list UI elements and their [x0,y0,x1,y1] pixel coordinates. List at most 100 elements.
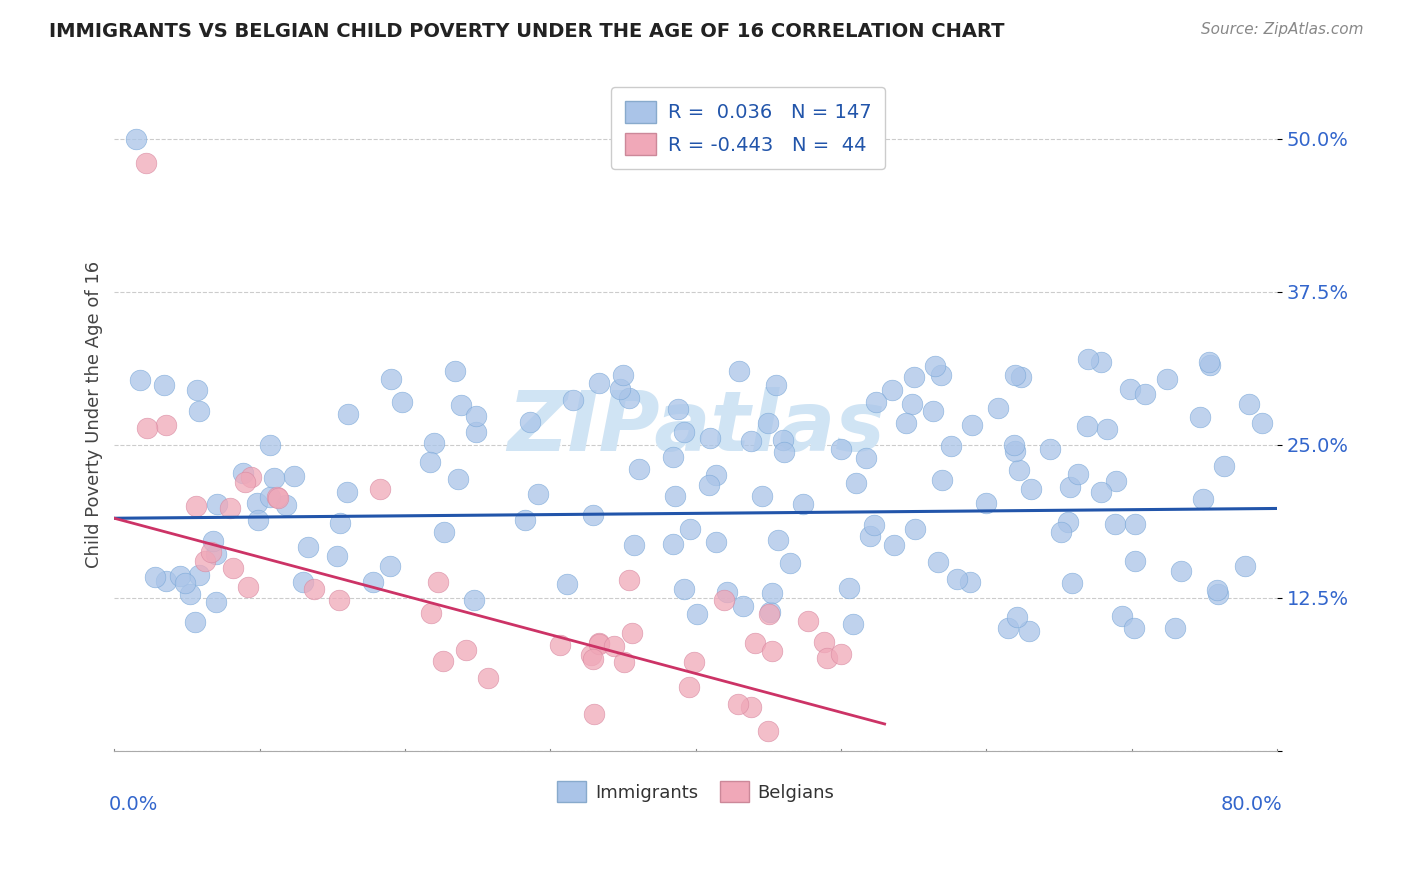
Text: IMMIGRANTS VS BELGIAN CHILD POVERTY UNDER THE AGE OF 16 CORRELATION CHART: IMMIGRANTS VS BELGIAN CHILD POVERTY UNDE… [49,22,1005,41]
Point [815,651,838,665]
Point [1156,372,1178,386]
Point [761,586,783,600]
Point [678,680,700,694]
Point [1004,368,1026,383]
Point [464,409,486,423]
Point [1010,370,1032,384]
Point [628,462,651,476]
Point [432,654,454,668]
Point [143,570,166,584]
Point [562,392,585,407]
Point [233,475,256,489]
Point [976,496,998,510]
Point [548,638,571,652]
Point [1233,559,1256,574]
Point [236,580,259,594]
Point [619,392,641,406]
Point [419,454,441,468]
Point [603,639,626,653]
Point [555,577,578,591]
Point [173,575,195,590]
Point [959,575,981,590]
Point [613,655,636,669]
Point [1213,459,1236,474]
Point [679,522,702,536]
Point [283,468,305,483]
Point [772,433,794,447]
Point [125,131,148,145]
Point [686,607,709,621]
Point [929,368,952,383]
Point [450,398,472,412]
Point [683,655,706,669]
Point [336,484,359,499]
Point [779,556,801,570]
Point [136,421,159,435]
Point [1251,417,1274,431]
Point [155,418,177,433]
Point [477,672,499,686]
Point [246,496,269,510]
Point [946,572,969,586]
Point [1123,554,1146,568]
Point [927,555,949,569]
Point [188,404,211,418]
Point [447,472,470,486]
Point [426,575,449,590]
Point [797,614,820,628]
Point [202,534,225,549]
Point [581,648,603,663]
Point [620,625,643,640]
Point [1090,485,1112,500]
Point [740,700,762,714]
Point [894,416,917,430]
Y-axis label: Child Poverty Under the Age of 16: Child Poverty Under the Age of 16 [86,260,103,567]
Point [1198,354,1220,368]
Point [588,376,610,391]
Point [1077,352,1099,367]
Point [219,500,242,515]
Point [1059,480,1081,494]
Point [155,574,177,588]
Point [337,407,360,421]
Point [1007,610,1029,624]
Point [697,477,720,491]
Point [186,383,208,397]
Point [903,522,925,536]
Point [713,593,735,607]
Point [1206,587,1229,601]
Point [423,436,446,450]
Point [200,544,222,558]
Point [292,575,315,590]
Point [862,518,884,533]
Point [612,368,634,382]
Point [153,377,176,392]
Point [882,383,904,397]
Point [1123,621,1146,635]
Text: 80.0%: 80.0% [1220,795,1282,814]
Point [1199,358,1222,372]
Point [756,724,779,739]
Point [903,370,925,384]
Point [302,582,325,597]
Point [744,636,766,650]
Point [1066,467,1088,481]
Point [361,574,384,589]
Point [865,395,887,409]
Point [169,569,191,583]
Text: Source: ZipAtlas.com: Source: ZipAtlas.com [1201,22,1364,37]
Point [1019,482,1042,496]
Point [582,652,605,666]
Point [1135,387,1157,401]
Point [232,466,254,480]
Point [845,475,868,490]
Point [184,500,207,514]
Point [263,471,285,485]
Point [1002,438,1025,452]
Point [380,372,402,386]
Point [773,444,796,458]
Point [842,617,865,632]
Point [941,439,963,453]
Point [960,418,983,433]
Point [194,554,217,568]
